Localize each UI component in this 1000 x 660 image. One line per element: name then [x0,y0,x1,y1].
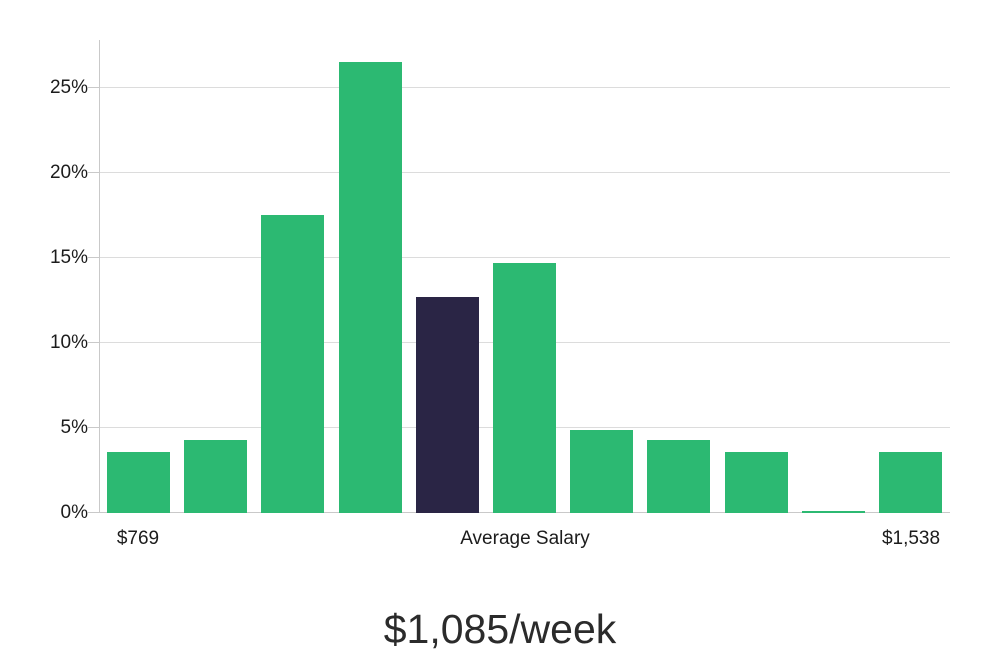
y-tick-label: 0% [60,502,88,523]
y-tick-label: 15% [49,247,88,268]
chart-title: $1,085/week [383,606,617,652]
gridline [99,87,950,88]
x-axis-label-min: $769 [116,528,160,549]
bar-average-salary-highlight[interactable] [415,297,479,513]
bar[interactable] [647,440,711,513]
y-axis-tick [88,427,99,428]
x-axis-label-average-salary: Average Salary [460,528,590,549]
y-axis-tick [88,172,99,173]
bar[interactable] [801,511,865,513]
y-axis-line [99,40,100,513]
y-tick-label: 5% [60,417,88,438]
y-axis-tick [88,257,99,258]
bar[interactable] [724,452,788,513]
y-axis-tick [88,512,99,513]
bar[interactable] [493,263,556,513]
plot-area [88,40,950,513]
y-tick-label: 10% [49,332,88,353]
y-axis-labels: 0% 5% 10% 15% 20% 25% [0,40,88,523]
bar[interactable] [261,215,325,513]
gridline [99,172,950,173]
bar[interactable] [107,452,170,513]
bar[interactable] [570,430,634,513]
x-axis-label-max: $1,538 [881,528,941,549]
y-axis-tick [88,342,99,343]
bar[interactable] [184,440,248,513]
bar[interactable] [879,452,942,513]
y-tick-label: 20% [49,162,88,183]
gridline [99,257,950,258]
bar[interactable] [338,62,402,513]
y-axis-tick [88,87,99,88]
y-tick-label: 25% [49,77,88,98]
